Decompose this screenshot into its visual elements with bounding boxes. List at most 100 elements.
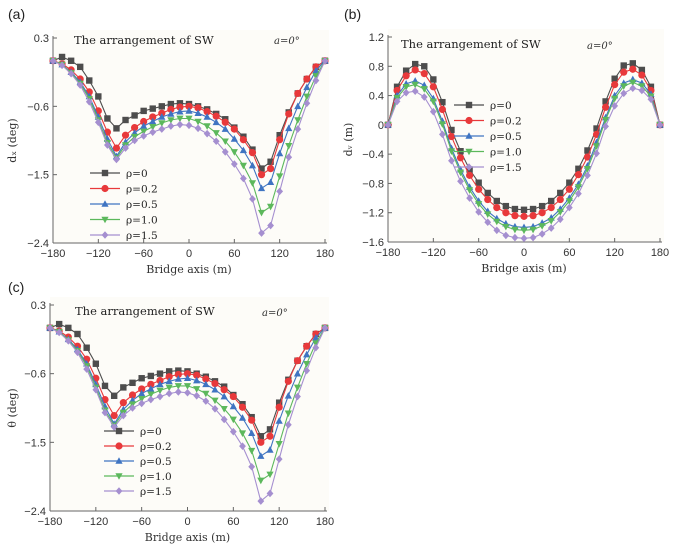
legend-item: ρ=0.2: [454, 116, 522, 128]
data-point: [156, 370, 164, 377]
chart-title: The arrangement of SW: [401, 37, 541, 51]
data-point: [147, 372, 155, 380]
data-point: [140, 128, 148, 136]
x-tick-label: 120: [270, 248, 288, 260]
x-tick-label: 0: [186, 248, 192, 260]
data-point: [493, 226, 501, 235]
data-point: [230, 160, 238, 168]
data-point: [167, 100, 175, 108]
data-point: [484, 195, 492, 204]
legend-label: ρ=1.5: [126, 230, 158, 242]
chart-a: 0.3 −0.6 −1.5 −2.4−180 −120 −60 0 60 120 180 Bridg…: [6, 30, 334, 276]
data-point: [185, 121, 193, 130]
data-point: [257, 433, 265, 440]
chart-title: The arrangement of SW: [75, 304, 215, 318]
data-point: [284, 377, 292, 385]
data-point: [165, 368, 173, 375]
data-point: [548, 197, 555, 205]
data-point: [438, 105, 446, 114]
data-point: [202, 390, 210, 398]
data-point: [113, 125, 120, 132]
data-point: [456, 154, 465, 162]
data-point: [266, 489, 274, 498]
legend-marker: [465, 101, 473, 109]
data-point: [529, 226, 537, 234]
data-point: [58, 61, 66, 70]
chart-panel-c: (c) 0.3 −0.6 −1.5 −2.4 −180 −120 −60 0 60 120 180 B…: [0, 275, 340, 554]
legend-label: ρ=0.5: [126, 199, 158, 211]
data-point: [248, 447, 256, 455]
x-tick-label: −60: [132, 516, 151, 528]
data-point: [520, 206, 528, 213]
data-point: [165, 377, 173, 385]
x-tick-label: 180: [651, 247, 669, 259]
legend-label: ρ=1.5: [490, 162, 522, 174]
legend-item: ρ=1.5: [104, 486, 172, 498]
data-point: [131, 123, 139, 132]
data-point: [175, 367, 182, 374]
data-point: [448, 156, 455, 165]
data-point: [193, 376, 201, 384]
data-point: [303, 366, 311, 375]
data-point: [185, 107, 193, 114]
data-point: [220, 405, 228, 413]
data-point: [202, 380, 210, 388]
y-tick-label: −1.5: [24, 437, 46, 449]
data-point: [303, 350, 311, 358]
x-tick-label: −180: [41, 248, 66, 260]
data-point: [276, 173, 284, 180]
data-point: [167, 117, 175, 124]
data-point: [183, 370, 192, 378]
data-point: [502, 202, 510, 210]
data-point: [611, 102, 619, 110]
data-point: [74, 330, 81, 338]
data-point: [438, 121, 446, 128]
data-point: [266, 471, 274, 479]
legend-label: ρ=0: [126, 168, 148, 180]
data-point: [229, 392, 237, 401]
legend-label: ρ=0.2: [140, 441, 172, 453]
data-point: [94, 118, 102, 127]
x-tick-label: 120: [270, 516, 288, 528]
data-point: [230, 135, 238, 142]
data-point: [475, 201, 483, 208]
data-point: [240, 174, 247, 183]
data-point: [466, 194, 473, 202]
data-point: [538, 202, 546, 210]
data-point: [584, 171, 591, 180]
y-tick-label: −0.6: [24, 369, 46, 381]
data-point: [129, 379, 136, 387]
data-point: [502, 223, 510, 231]
legend-item: ρ=0: [90, 168, 148, 180]
x-tick-label: −60: [134, 248, 153, 260]
data-point: [86, 77, 93, 84]
data-point: [411, 81, 419, 89]
data-point: [411, 87, 419, 95]
data-point: [104, 141, 111, 149]
data-point: [466, 187, 474, 194]
legend-item: ρ=0.5: [90, 199, 158, 211]
legend-label: ρ=0: [140, 426, 162, 438]
data-point: [402, 72, 410, 80]
data-point: [193, 371, 201, 379]
data-point: [566, 179, 573, 186]
data-point: [174, 370, 182, 379]
data-point: [140, 132, 148, 140]
data-point: [538, 223, 546, 230]
data-point: [638, 83, 646, 90]
data-point: [602, 103, 610, 111]
data-point: [393, 97, 401, 106]
legend-label: ρ=1.0: [140, 471, 172, 483]
data-point: [248, 149, 257, 157]
data-point: [257, 438, 265, 446]
legend-item: ρ=1.5: [90, 230, 158, 242]
data-point: [221, 125, 229, 132]
data-point: [257, 209, 266, 217]
data-point: [484, 211, 492, 218]
data-point: [602, 98, 609, 105]
data-point: [312, 76, 320, 85]
data-point: [212, 137, 220, 146]
data-point: [421, 63, 428, 70]
data-point: [257, 497, 265, 505]
data-point: [221, 138, 229, 146]
